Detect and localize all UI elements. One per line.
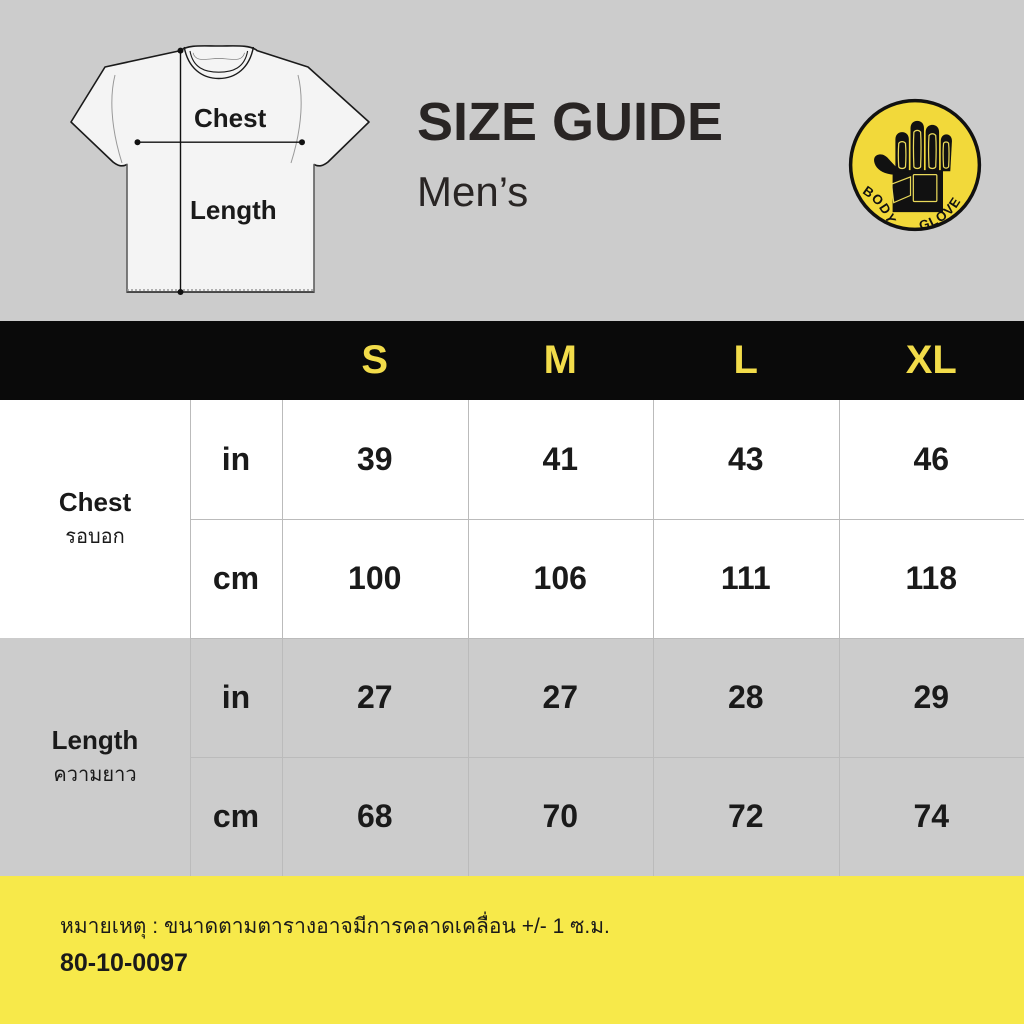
svg-text:Length: Length [190, 195, 277, 225]
svg-text:Chest: Chest [194, 103, 267, 133]
